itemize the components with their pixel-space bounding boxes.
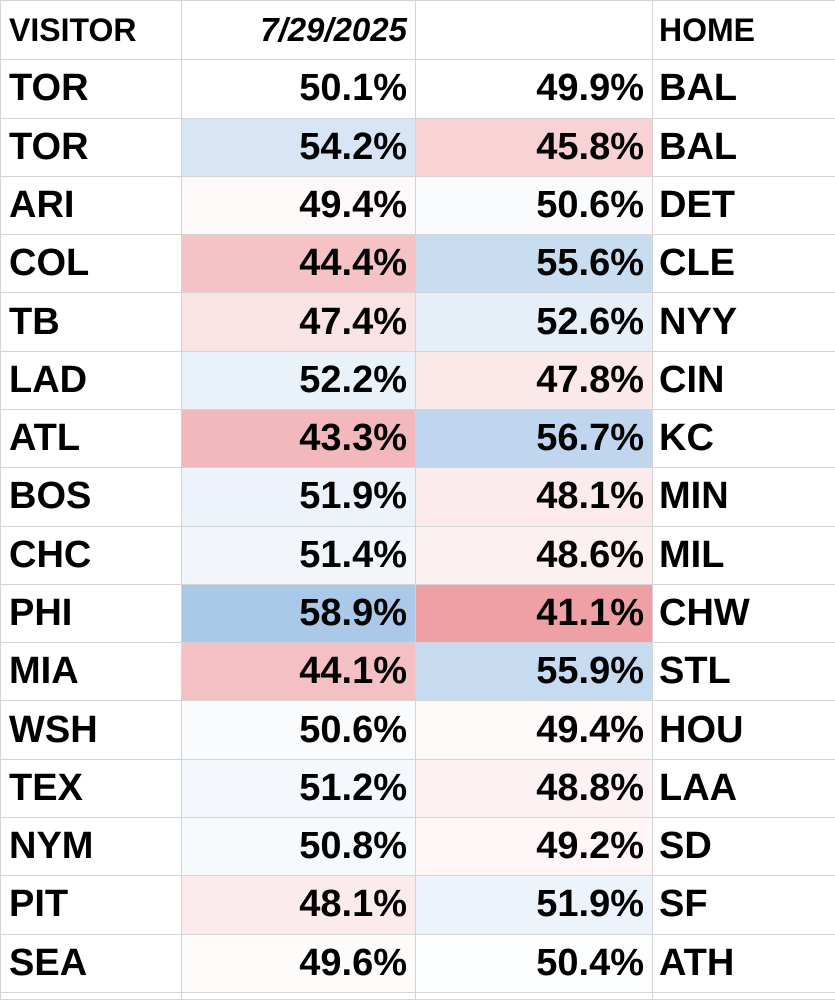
visitor-team-cell[interactable]: BOS <box>0 467 182 527</box>
visitor-team-cell[interactable]: TOR <box>0 117 182 177</box>
home-team-cell[interactable]: CLE <box>652 234 835 294</box>
home-pct-cell[interactable]: 48.8% <box>415 758 653 818</box>
visitor-pct-cell[interactable]: 44.4% <box>181 234 416 294</box>
visitor-pct-cell[interactable]: 51.9% <box>181 467 416 527</box>
visitor-pct-cell[interactable]: 49.6% <box>181 933 416 993</box>
visitor-team-cell[interactable]: ATL <box>0 408 182 469</box>
home-pct-cell[interactable]: 55.9% <box>415 642 653 702</box>
home-pct-cell[interactable]: 47.8% <box>415 350 653 410</box>
home-team-cell[interactable]: BAL <box>652 117 835 177</box>
visitor-team-cell[interactable]: NYM <box>0 816 182 877</box>
visitor-team-cell[interactable]: ARI <box>0 175 182 236</box>
visitor-team-cell[interactable]: PHI <box>0 583 182 644</box>
game-row: CHC 51.4% 48.6% MIL <box>0 525 835 585</box>
home-pct-cell[interactable]: 50.6% <box>415 175 653 236</box>
visitor-pct-cell[interactable]: 51.2% <box>181 758 416 818</box>
home-team-cell[interactable]: LAA <box>652 758 835 818</box>
visitor-pct-cell[interactable]: 43.3% <box>181 408 416 469</box>
game-row: TB 47.4% 52.6% NYY <box>0 292 835 352</box>
visitor-pct-cell[interactable]: 49.4% <box>181 175 416 236</box>
visitor-pct-cell[interactable]: 44.1% <box>181 642 416 702</box>
visitor-pct-cell[interactable]: 47.4% <box>181 292 416 352</box>
visitor-pct-cell[interactable]: 50.6% <box>181 700 416 760</box>
game-row: COL 44.4% 55.6% CLE <box>0 234 835 294</box>
empty-cell[interactable] <box>652 991 835 1000</box>
visitor-team-cell[interactable]: CHC <box>0 525 182 585</box>
home-pct-cell[interactable]: 48.1% <box>415 467 653 527</box>
home-pct-cell[interactable]: 52.6% <box>415 292 653 352</box>
game-row: ARI 49.4% 50.6% DET <box>0 175 835 236</box>
home-team-cell[interactable]: STL <box>652 642 835 702</box>
game-row: TOR 54.2% 45.8% BAL <box>0 117 835 177</box>
home-team-cell[interactable]: SD <box>652 816 835 877</box>
header-date-cell[interactable]: 7/29/2025 <box>181 0 416 61</box>
home-pct-cell[interactable]: 56.7% <box>415 408 653 469</box>
home-team-cell[interactable]: MIN <box>652 467 835 527</box>
visitor-pct-cell[interactable]: 52.2% <box>181 350 416 410</box>
game-row: PHI 58.9% 41.1% CHW <box>0 583 835 644</box>
game-row: ATL 43.3% 56.7% KC <box>0 408 835 469</box>
visitor-team-cell[interactable]: SEA <box>0 933 182 993</box>
game-row: PIT 48.1% 51.9% SF <box>0 875 835 935</box>
home-pct-cell[interactable]: 49.9% <box>415 59 653 119</box>
visitor-team-cell[interactable]: MIA <box>0 642 182 702</box>
home-team-cell[interactable]: NYY <box>652 292 835 352</box>
game-row: SEA 49.6% 50.4% ATH <box>0 933 835 993</box>
home-team-cell[interactable]: BAL <box>652 59 835 119</box>
header-visitor-cell[interactable]: VISITOR <box>0 0 182 61</box>
home-pct-cell[interactable]: 50.4% <box>415 933 653 993</box>
empty-cell[interactable] <box>0 991 182 1000</box>
empty-cell[interactable] <box>181 991 416 1000</box>
home-pct-cell[interactable]: 55.6% <box>415 234 653 294</box>
game-row: BOS 51.9% 48.1% MIN <box>0 467 835 527</box>
home-pct-cell[interactable]: 45.8% <box>415 117 653 177</box>
game-row: WSH 50.6% 49.4% HOU <box>0 700 835 760</box>
visitor-pct-cell[interactable]: 48.1% <box>181 875 416 935</box>
visitor-team-cell[interactable]: WSH <box>0 700 182 760</box>
visitor-pct-cell[interactable]: 54.2% <box>181 117 416 177</box>
home-team-cell[interactable]: DET <box>652 175 835 236</box>
visitor-pct-cell[interactable]: 50.8% <box>181 816 416 877</box>
game-row: TEX 51.2% 48.8% LAA <box>0 758 835 818</box>
header-blank-cell[interactable] <box>415 0 653 61</box>
home-team-cell[interactable]: SF <box>652 875 835 935</box>
visitor-team-cell[interactable]: TB <box>0 292 182 352</box>
empty-row <box>0 991 835 1000</box>
visitor-team-cell[interactable]: COL <box>0 234 182 294</box>
home-pct-cell[interactable]: 41.1% <box>415 583 653 644</box>
visitor-team-cell[interactable]: LAD <box>0 350 182 410</box>
home-team-cell[interactable]: CHW <box>652 583 835 644</box>
visitor-pct-cell[interactable]: 58.9% <box>181 583 416 644</box>
home-pct-cell[interactable]: 49.4% <box>415 700 653 760</box>
header-row: VISITOR 7/29/2025 HOME <box>0 0 835 61</box>
header-home-cell[interactable]: HOME <box>652 0 835 61</box>
visitor-team-cell[interactable]: TEX <box>0 758 182 818</box>
home-pct-cell[interactable]: 51.9% <box>415 875 653 935</box>
visitor-team-cell[interactable]: TOR <box>0 59 182 119</box>
home-pct-cell[interactable]: 49.2% <box>415 816 653 877</box>
empty-cell[interactable] <box>415 991 653 1000</box>
visitor-pct-cell[interactable]: 51.4% <box>181 525 416 585</box>
home-team-cell[interactable]: CIN <box>652 350 835 410</box>
home-team-cell[interactable]: MIL <box>652 525 835 585</box>
game-row: LAD 52.2% 47.8% CIN <box>0 350 835 410</box>
game-row: TOR 50.1% 49.9% BAL <box>0 59 835 119</box>
home-pct-cell[interactable]: 48.6% <box>415 525 653 585</box>
game-row: MIA 44.1% 55.9% STL <box>0 642 835 702</box>
visitor-team-cell[interactable]: PIT <box>0 875 182 935</box>
home-team-cell[interactable]: HOU <box>652 700 835 760</box>
game-row: NYM 50.8% 49.2% SD <box>0 816 835 877</box>
visitor-pct-cell[interactable]: 50.1% <box>181 59 416 119</box>
home-team-cell[interactable]: KC <box>652 408 835 469</box>
home-team-cell[interactable]: ATH <box>652 933 835 993</box>
